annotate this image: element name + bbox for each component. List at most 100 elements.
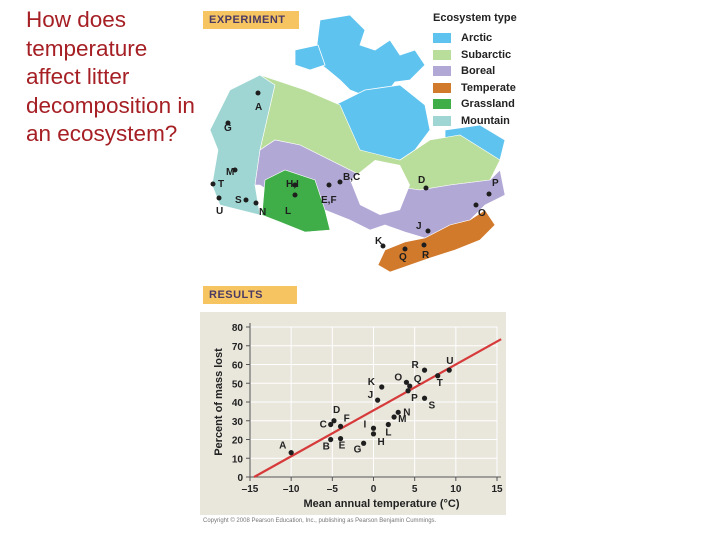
svg-text:S: S xyxy=(235,195,242,206)
point-label: J xyxy=(368,390,374,401)
legend-label: Temperate xyxy=(461,81,516,94)
data-point xyxy=(395,409,401,415)
point-label: P xyxy=(411,393,418,404)
data-point xyxy=(337,423,344,429)
y-axis-title: Percent of mass lost xyxy=(213,348,225,456)
boreal-swatch xyxy=(433,66,451,77)
point-label: L xyxy=(385,428,391,439)
data-point xyxy=(403,379,410,385)
data-point xyxy=(379,384,385,390)
data-point xyxy=(385,421,391,428)
point-label: D xyxy=(333,405,340,416)
mountain-swatch xyxy=(433,115,451,126)
point-label: S xyxy=(429,400,436,411)
y-tick-label: 80 xyxy=(232,323,244,334)
point-label: C xyxy=(320,420,327,431)
legend-label: Subarctic xyxy=(461,48,512,61)
x-tick-label: –5 xyxy=(327,484,339,495)
data-point xyxy=(391,414,397,420)
legend-label: Boreal xyxy=(461,65,496,78)
question-heading: How does temperature affect litter decom… xyxy=(26,7,195,146)
temperate-swatch xyxy=(433,82,451,93)
data-point xyxy=(421,395,428,401)
y-tick-label: 70 xyxy=(232,342,244,353)
legend-item-arctic: Arctic xyxy=(430,30,517,47)
svg-text:U: U xyxy=(216,206,223,217)
svg-text:A: A xyxy=(255,102,262,113)
data-point xyxy=(446,367,452,373)
x-axis-title: Mean annual temperature (°C) xyxy=(304,498,460,510)
svg-text:D: D xyxy=(418,175,425,186)
data-point xyxy=(421,367,428,373)
data-point xyxy=(331,418,337,424)
x-tick-label: 10 xyxy=(450,484,462,495)
legend-title: Ecosystem type xyxy=(433,12,517,24)
point-label: I xyxy=(364,419,367,430)
legend-label: Mountain xyxy=(461,114,510,127)
svg-text:M: M xyxy=(226,167,234,178)
svg-text:B,C: B,C xyxy=(343,172,360,183)
trend-line xyxy=(253,338,502,478)
x-tick-label: –10 xyxy=(283,484,300,495)
point-label: N xyxy=(403,407,410,418)
legend-item-temperate: Temperate xyxy=(430,80,517,97)
svg-text:Q: Q xyxy=(399,252,407,263)
svg-text:E,F: E,F xyxy=(321,195,337,206)
experiment-banner: EXPERIMENT xyxy=(203,11,299,29)
y-tick-label: 40 xyxy=(232,398,244,409)
data-point xyxy=(361,440,367,446)
data-point xyxy=(435,373,441,379)
data-point xyxy=(288,450,294,456)
point-label: B xyxy=(323,442,330,453)
subarctic-swatch xyxy=(433,49,451,60)
legend-label: Arctic xyxy=(461,32,493,45)
temperate-region xyxy=(377,209,496,273)
data-point xyxy=(328,421,334,428)
y-tick-label: 10 xyxy=(232,454,244,465)
point-label: A xyxy=(279,441,286,452)
data-point xyxy=(370,431,377,437)
site-markers: A G M T U S N L H,I E,F B,C D P O J K Q … xyxy=(210,90,499,263)
svg-text:N: N xyxy=(259,207,266,218)
arctic-swatch xyxy=(433,33,451,44)
x-tick-label: –15 xyxy=(242,484,259,495)
x-tick-label: 0 xyxy=(371,484,377,495)
point-label: T xyxy=(437,378,443,389)
point-label: K xyxy=(368,377,376,388)
data-point xyxy=(405,388,411,394)
data-point xyxy=(337,435,344,442)
svg-text:J: J xyxy=(416,221,422,232)
point-label: R xyxy=(412,360,420,371)
point-label: H xyxy=(378,437,385,448)
svg-text:P: P xyxy=(492,178,499,189)
copyright-notice: Copyright © 2008 Pearson Education, Inc.… xyxy=(203,518,437,524)
y-tick-label: 50 xyxy=(232,379,244,390)
svg-text:O: O xyxy=(478,208,486,219)
legend-item-grassland: Grassland xyxy=(430,96,517,113)
svg-text:L: L xyxy=(285,206,291,217)
y-tick-label: 30 xyxy=(232,417,244,428)
y-tick-label: 60 xyxy=(232,361,244,372)
legend-label: Grassland xyxy=(461,98,515,111)
x-tick-label: 5 xyxy=(412,484,418,495)
results-banner: RESULTS xyxy=(203,286,297,304)
svg-text:G: G xyxy=(224,123,232,134)
point-label: O xyxy=(394,372,402,383)
point-label: M xyxy=(398,414,406,425)
svg-text:K: K xyxy=(375,236,383,247)
point-label: U xyxy=(446,356,453,367)
data-point xyxy=(328,436,334,443)
grassland-region xyxy=(261,169,331,233)
data-point xyxy=(370,425,377,431)
svg-text:T: T xyxy=(218,179,224,190)
legend-item-boreal: Boreal xyxy=(430,63,517,80)
data-point xyxy=(407,383,413,389)
x-tick-label: 15 xyxy=(491,484,503,495)
svg-text:R: R xyxy=(422,250,430,261)
ecosystem-legend: Ecosystem type Arctic Subarctic Boreal T… xyxy=(430,12,517,129)
scatter-plot: 0 10 20 30 40 50 60 70 80 –15 –10 –5 0 5 10 15 Mean annu… xyxy=(213,323,503,510)
point-label: G xyxy=(354,444,362,455)
legend-item-mountain: Mountain xyxy=(430,113,517,130)
grassland-swatch xyxy=(433,99,451,110)
legend-item-subarctic: Subarctic xyxy=(430,47,517,64)
